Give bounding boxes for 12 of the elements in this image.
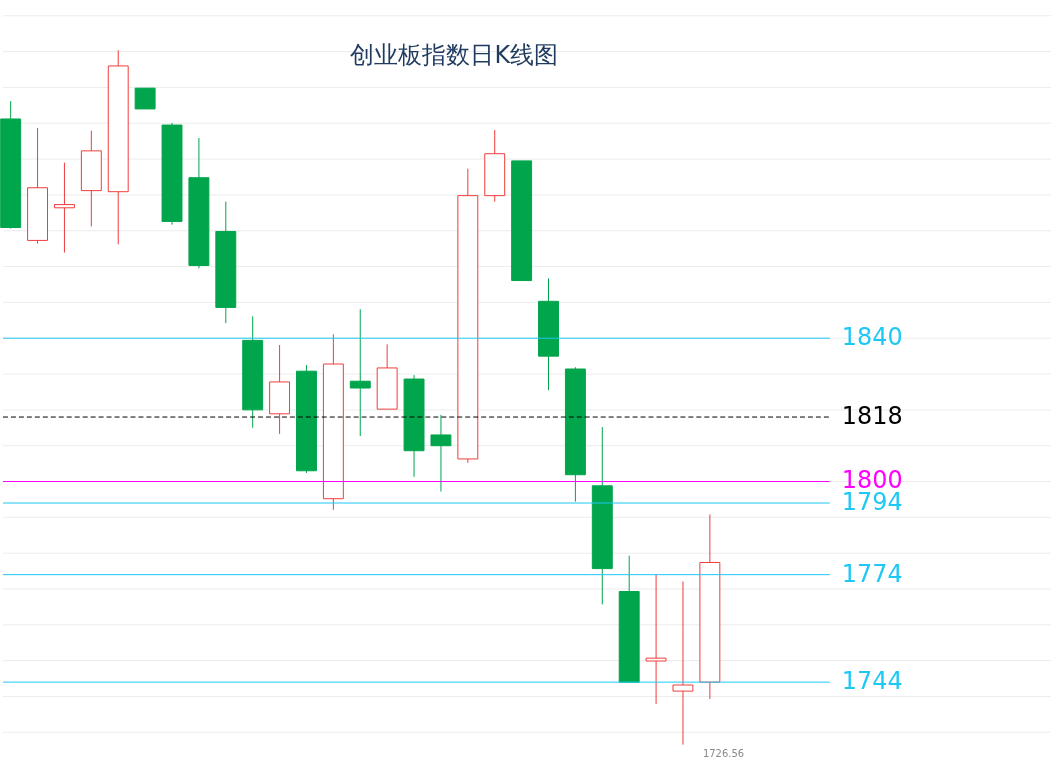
ref-line-label: 1744 — [841, 667, 903, 696]
ref-line-label: 1774 — [841, 559, 903, 588]
candlestick — [53, 162, 75, 254]
ref-line-label: 1840 — [841, 323, 903, 352]
text: 创业板指数日K线图 — [350, 41, 559, 70]
candlestick — [645, 573, 667, 705]
candlestick — [134, 87, 156, 110]
candlestick — [430, 414, 452, 493]
annotation: 1726.56 — [702, 747, 745, 759]
ref-line-label: 1818 — [841, 402, 903, 431]
candlestick — [672, 580, 694, 746]
candlestick — [349, 308, 371, 437]
